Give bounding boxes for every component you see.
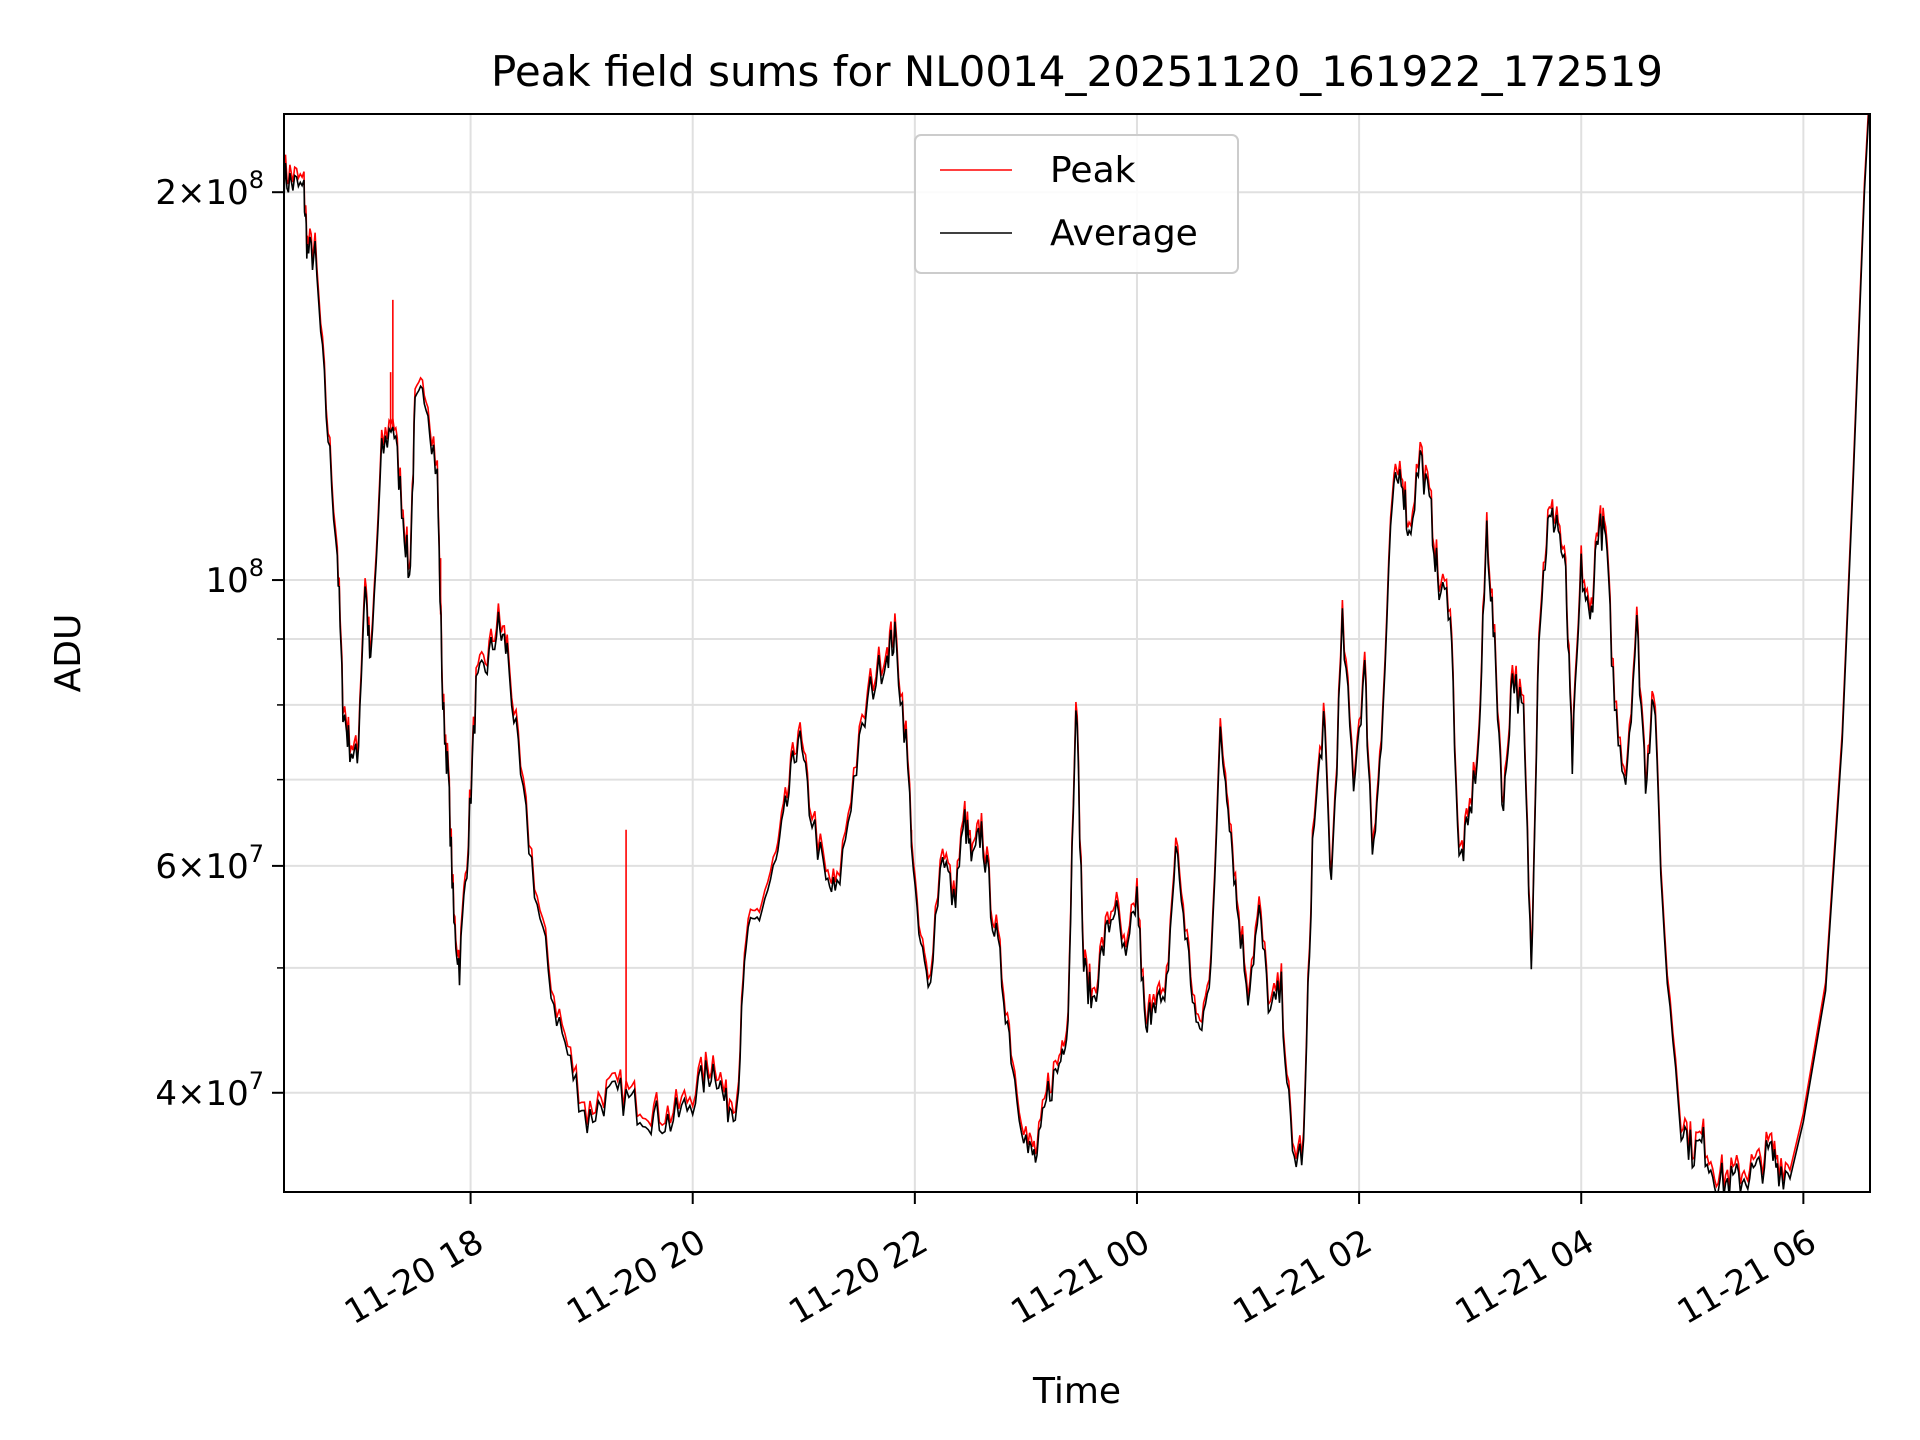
y-axis-label: ADU <box>48 614 89 693</box>
y-tick-label: 2×108 <box>155 166 264 213</box>
series-group <box>284 114 1870 1192</box>
x-axis-label: Time <box>1032 1371 1121 1412</box>
y-tick-label: 6×107 <box>155 840 264 887</box>
chart-title: Peak field sums for NL0014_20251120_1619… <box>491 47 1663 96</box>
series-layer <box>284 114 1870 1192</box>
legend: Peak Average <box>914 134 1239 274</box>
average-line <box>284 114 1870 1192</box>
y-tick-label: 108 <box>205 554 264 601</box>
legend-peak-label: Peak <box>1050 150 1136 191</box>
y-axis-ticks: 4×107 6×107 108 2×108 <box>155 166 284 1114</box>
plot-frame <box>283 113 1871 1193</box>
y-tick-label: 4×107 <box>155 1067 264 1114</box>
legend-average-label: Average <box>1050 213 1198 254</box>
